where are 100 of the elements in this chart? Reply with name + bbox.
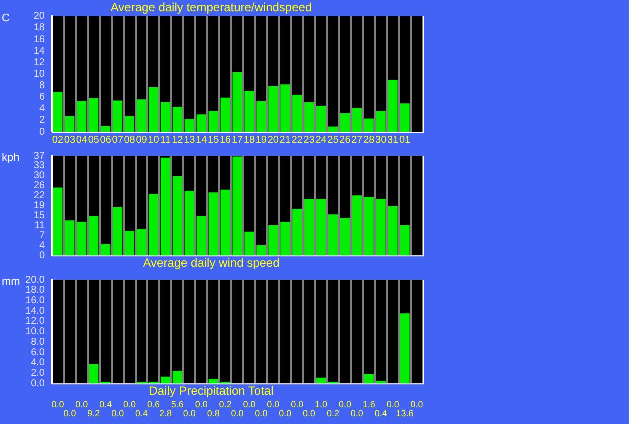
- y-tick-label: 6.0: [31, 347, 46, 358]
- bar: [53, 188, 63, 256]
- y-tick-label: 0: [39, 250, 46, 262]
- y-tick-label: 7: [39, 230, 46, 242]
- x-tick-label: 02: [52, 134, 64, 146]
- y-tick-label: 0.0: [31, 378, 46, 390]
- bar: [328, 214, 338, 256]
- x-tick-label: 08: [124, 134, 136, 146]
- x-tick-label: 05: [88, 134, 100, 146]
- bar: [220, 98, 230, 132]
- x-tick-label: 11: [160, 134, 172, 146]
- text: 0.0: [231, 408, 244, 418]
- text: 0.0: [52, 399, 64, 410]
- text: 0.0: [303, 408, 316, 418]
- text: 0.0: [124, 399, 136, 410]
- y-tick-label: 37: [34, 150, 46, 162]
- text: 0.0: [350, 408, 364, 418]
- bar: [172, 371, 182, 384]
- bar: [280, 222, 290, 256]
- text: 1.6: [362, 399, 376, 410]
- bar: [101, 244, 111, 256]
- bar: [256, 245, 266, 256]
- x-tick-label: 27: [352, 134, 364, 146]
- x-tick-label: 10: [148, 134, 160, 146]
- text: 0.0: [386, 399, 400, 410]
- y-tick-label: 10.0: [26, 326, 46, 338]
- bar: [125, 116, 135, 132]
- bar: [268, 86, 278, 132]
- bar: [208, 378, 218, 384]
- bar: [316, 199, 326, 256]
- text: 0.4: [100, 399, 112, 410]
- bar: [113, 100, 123, 132]
- x-tick-label: 25: [328, 134, 340, 146]
- bar: [280, 84, 290, 132]
- bar: [77, 101, 87, 132]
- y-tick-label: 16: [34, 34, 46, 46]
- bar: [148, 194, 159, 256]
- bar: [400, 225, 410, 256]
- y-tick-label: 26: [34, 180, 46, 192]
- text: 0.0: [267, 399, 280, 410]
- bar: [196, 114, 206, 132]
- y-tick-label: 16.0: [26, 295, 46, 306]
- y-tick-label: 2.0: [31, 368, 46, 379]
- y-axis-title: mm: [2, 276, 20, 288]
- text: 0.0: [64, 408, 76, 418]
- text: 5.6: [171, 399, 184, 410]
- bar: [340, 218, 350, 256]
- bar: [316, 378, 326, 384]
- bar: [136, 229, 147, 256]
- bar: [376, 381, 386, 384]
- x-tick-label: 06: [100, 134, 112, 146]
- bar: [388, 206, 398, 256]
- text: 0.0: [291, 399, 304, 410]
- text: 0.4: [374, 408, 388, 418]
- bar: [388, 80, 398, 132]
- y-tick-label: 30: [34, 170, 46, 182]
- bar: [244, 232, 254, 256]
- bar: [400, 104, 410, 132]
- bar: [65, 220, 75, 256]
- text: 0.8: [207, 408, 220, 418]
- bar: [101, 126, 111, 132]
- x-tick-label: 31: [388, 134, 400, 146]
- y-tick-label: 14.0: [26, 306, 46, 317]
- x-tick-label: 24: [316, 134, 328, 146]
- x-tick-label: 21: [280, 134, 292, 146]
- y-tick-label: 18.0: [26, 285, 46, 296]
- y-tick-label: 14: [34, 46, 46, 57]
- text: 0.0: [76, 399, 88, 410]
- x-tick-label: 23: [304, 134, 316, 146]
- text: 0.0: [183, 408, 196, 418]
- x-tick-label: 14: [196, 134, 208, 146]
- bar: [232, 156, 242, 256]
- bar: [89, 216, 99, 256]
- text: 0.2: [219, 399, 232, 410]
- y-tick-label: 4: [39, 104, 46, 115]
- y-tick-label: 10: [34, 68, 46, 80]
- text: 0.6: [147, 399, 160, 410]
- y-tick-label: 19: [34, 200, 46, 212]
- y-tick-label: 2: [39, 115, 46, 126]
- x-tick-label: 07: [112, 134, 124, 146]
- bar: [244, 90, 254, 132]
- text: 0.0: [243, 399, 256, 410]
- bar: [328, 126, 338, 132]
- y-tick-label: 4.0: [31, 358, 46, 369]
- bar: [160, 158, 170, 256]
- x-tick-label: 26: [340, 134, 352, 146]
- bar: [53, 92, 63, 132]
- chart-title: Average daily temperature/windspeed: [110, 0, 312, 15]
- bar: [376, 199, 386, 256]
- text: 0.0: [195, 399, 208, 410]
- bar: [400, 314, 410, 384]
- y-axis-title: kph: [2, 152, 20, 164]
- y-tick-label: 22: [34, 190, 46, 202]
- y-axis-title: C: [2, 12, 10, 24]
- x-tick-label: 01: [399, 134, 412, 146]
- text: 0.0: [338, 399, 352, 410]
- y-tick-label: 12.0: [26, 316, 46, 328]
- bar: [113, 207, 123, 256]
- bar: [160, 102, 170, 132]
- bar: [172, 176, 182, 256]
